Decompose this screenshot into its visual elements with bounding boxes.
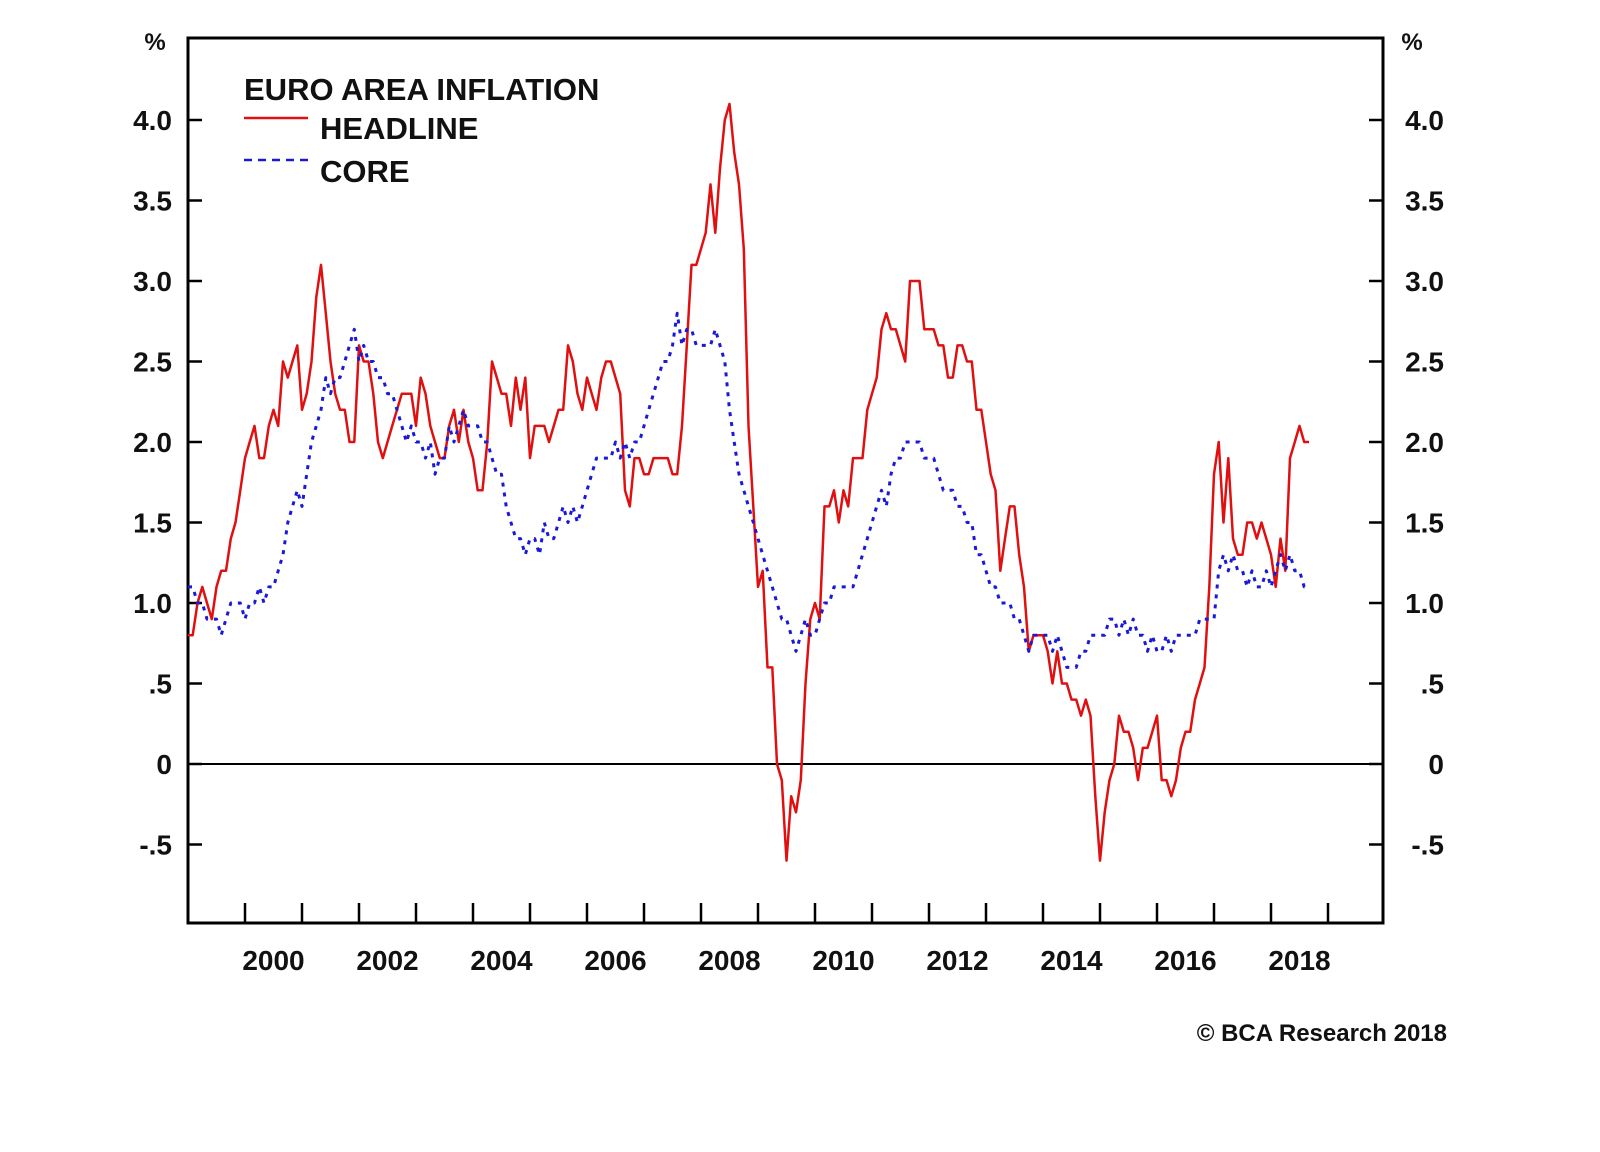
- series-line-core: [188, 311, 1309, 669]
- y-tick-label-left: -.5: [139, 830, 172, 861]
- x-tick-label: 2004: [470, 945, 533, 976]
- x-tick-label: 2012: [926, 945, 988, 976]
- y-tick-label-left: 3.5: [133, 186, 172, 217]
- y-tick-label-left: 0: [156, 749, 172, 780]
- y-tick-label-left: .5: [149, 669, 172, 700]
- x-tick-label: 2006: [584, 945, 646, 976]
- credit-text: © BCA Research 2018: [1196, 1020, 1447, 1047]
- y-unit-left: %: [144, 29, 165, 56]
- y-tick-label-left: 2.0: [133, 427, 172, 458]
- y-tick-label-right: 0: [1428, 749, 1444, 780]
- x-tick-label: 2000: [242, 945, 304, 976]
- y-tick-label-right: 3.0: [1405, 266, 1444, 297]
- x-tick-label: 2002: [356, 945, 418, 976]
- y-tick-label-left: 4.0: [133, 105, 172, 136]
- series-line-headline: [188, 102, 1309, 862]
- y-tick-label-right: .5: [1421, 669, 1444, 700]
- legend-label-headline: HEADLINE: [320, 111, 478, 146]
- y-tick-label-left: 2.5: [133, 347, 172, 378]
- x-tick-label: 2016: [1154, 945, 1216, 976]
- y-tick-label-left: 3.0: [133, 266, 172, 297]
- y-tick-label-right: 3.5: [1405, 186, 1444, 217]
- y-tick-label-left: 1.5: [133, 508, 172, 539]
- y-tick-label-right: -.5: [1411, 830, 1444, 861]
- x-tick-label: 2018: [1268, 945, 1330, 976]
- y-tick-label-left: 1.0: [133, 588, 172, 619]
- y-tick-label-right: 1.5: [1405, 508, 1444, 539]
- y-unit-right: %: [1401, 29, 1422, 56]
- x-tick-label: 2010: [812, 945, 874, 976]
- x-tick-label: 2008: [698, 945, 760, 976]
- x-axis: 2000 2002 2004 2006 2008 2010 2012 2014 2016 2018: [242, 903, 1331, 976]
- y-tick-label-right: 4.0: [1405, 105, 1444, 136]
- y-tick-label-right: 2.5: [1405, 347, 1444, 378]
- legend-title: EURO AREA INFLATION: [244, 72, 599, 107]
- legend: EURO AREA INFLATION HEADLINE CORE: [244, 72, 599, 189]
- y-tick-label-right: 1.0: [1405, 588, 1444, 619]
- x-tick-label: 2014: [1040, 945, 1103, 976]
- plot-frame: [186, 36, 1385, 925]
- y-axis-right: -.5 0 .5 1.0 1.5 2.0 2.5 3.0 3.5 4.0: [1369, 105, 1444, 861]
- y-tick-label-right: 2.0: [1405, 427, 1444, 458]
- series-group: [188, 102, 1309, 862]
- legend-label-core: CORE: [320, 154, 410, 189]
- y-axis-left: -.5 0 .5 1.0 1.5 2.0 2.5 3.0 3.5 4.0: [133, 105, 202, 861]
